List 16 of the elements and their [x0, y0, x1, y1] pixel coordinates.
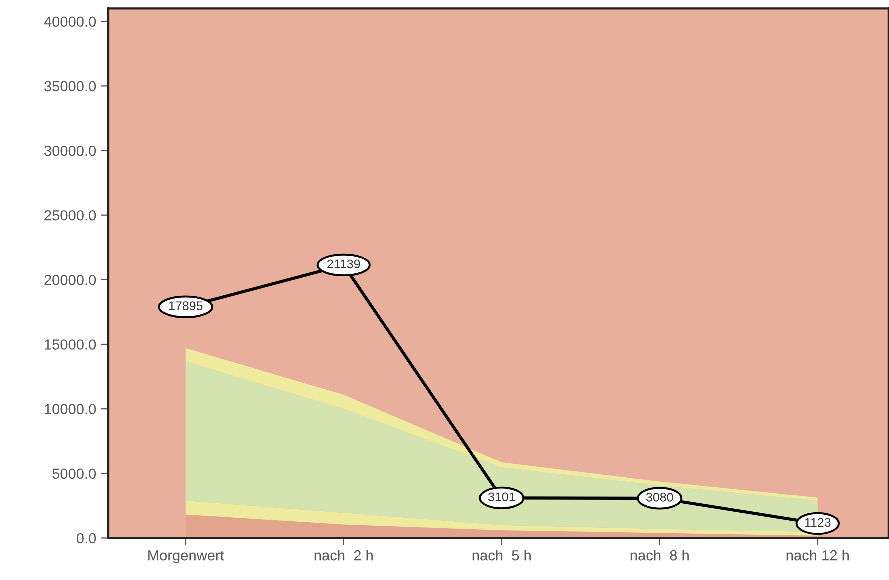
y-tick-label: 30000.0: [44, 146, 96, 156]
data-label: 17895: [169, 302, 203, 310]
y-tick-label: 40000.0: [44, 16, 96, 28]
x-tick-label: nach 12 h: [786, 550, 849, 561]
y-tick-label: 0.0: [76, 533, 96, 544]
y-tick-label: 15000.0: [45, 340, 96, 350]
x-tick-label: nach 5 h: [472, 550, 531, 561]
y-tick-label: 25000.0: [44, 210, 96, 221]
y-tick-label: 20000.0: [44, 275, 96, 286]
y-tick-label: 10000.0: [45, 404, 96, 415]
x-tick-label: nach 8 h: [630, 550, 689, 561]
y-tick-label: 5000.0: [52, 468, 96, 480]
y-tick-label: 35000.0: [44, 81, 96, 92]
x-tick-label: Morgenwert: [148, 550, 224, 564]
x-tick-label: nach 2 h: [314, 550, 373, 561]
data-label: 21139: [328, 260, 360, 269]
